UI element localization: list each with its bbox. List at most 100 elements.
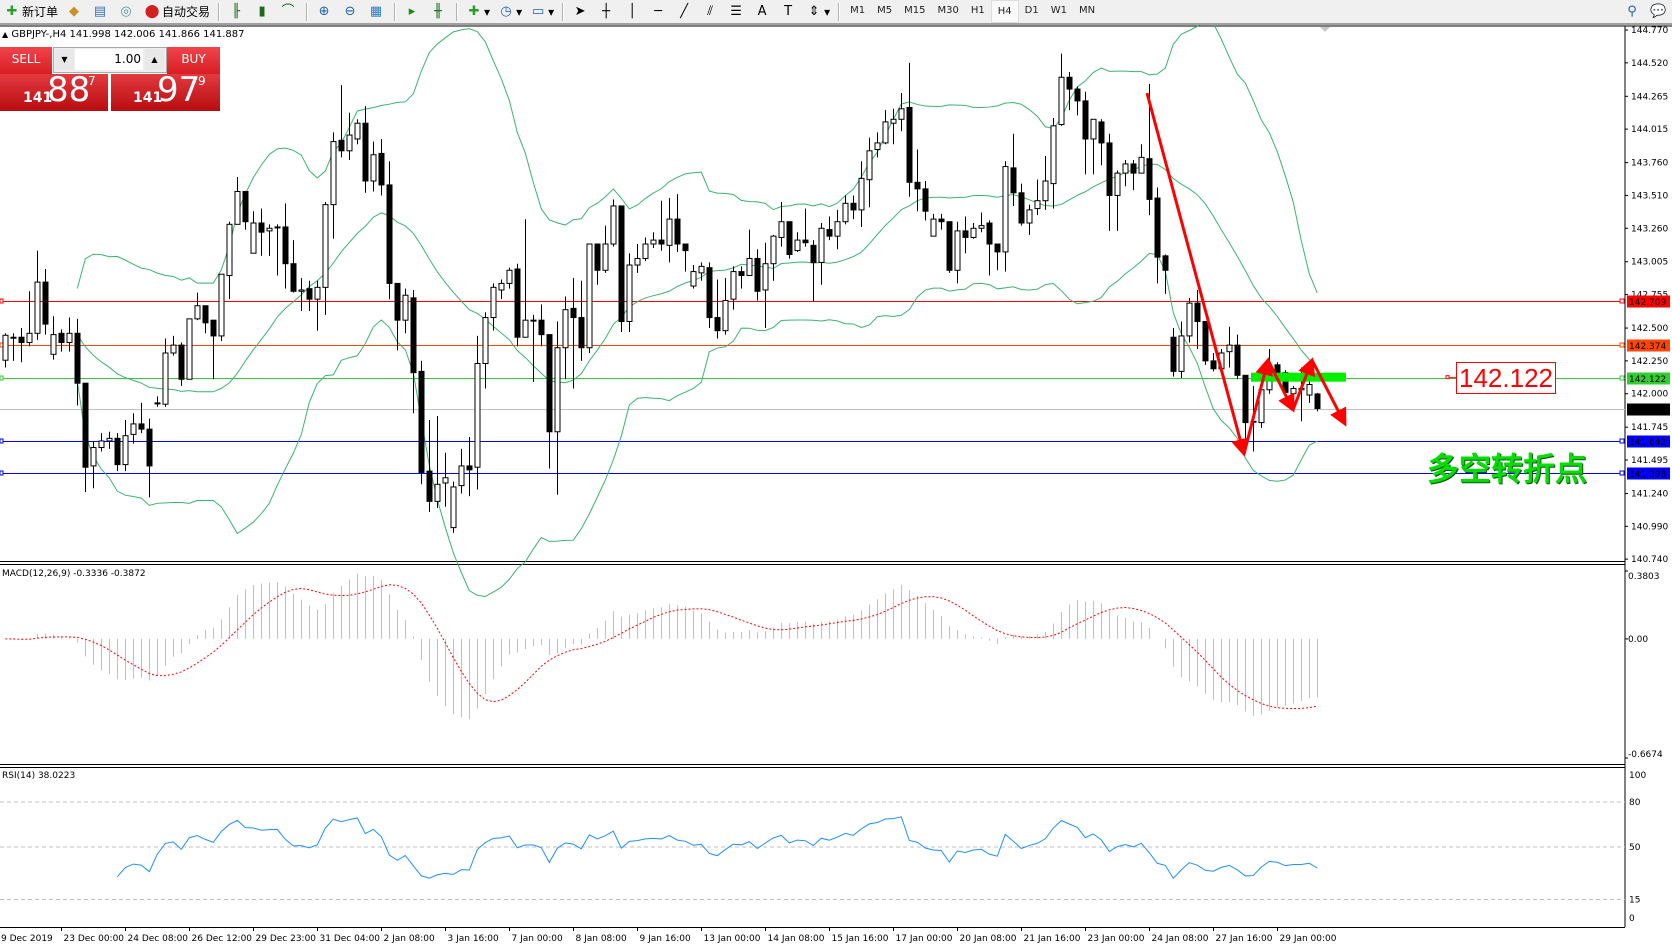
candle[interactable] (690, 265, 697, 289)
candle[interactable] (978, 212, 985, 233)
timeframe-m30[interactable]: M30 (937, 5, 959, 16)
candle[interactable] (194, 292, 201, 321)
buy-price[interactable]: 141 97 9 (111, 70, 220, 111)
candle[interactable] (66, 317, 73, 352)
candle[interactable] (1034, 179, 1041, 216)
candle[interactable] (386, 161, 393, 300)
candle[interactable] (634, 244, 641, 273)
candle[interactable] (1002, 161, 1009, 272)
level-handle[interactable] (1619, 298, 1625, 304)
chart-shift-button[interactable]: ▸ (400, 1, 426, 22)
candle[interactable] (314, 280, 321, 331)
candle[interactable] (74, 318, 81, 406)
candle[interactable] (810, 240, 817, 302)
autoscroll-button[interactable]: ╫ (426, 1, 452, 22)
level-handle[interactable] (1619, 438, 1625, 444)
candle[interactable] (578, 280, 585, 361)
candle[interactable] (1226, 326, 1233, 368)
auto-trading-button[interactable]: ⬤ 自动交易 (140, 1, 214, 22)
candle[interactable] (226, 221, 233, 300)
candle[interactable] (930, 213, 937, 237)
candle[interactable] (378, 138, 385, 196)
candle[interactable] (26, 291, 33, 347)
candle[interactable] (218, 273, 225, 342)
line-chart-button[interactable]: ⌒ (276, 1, 302, 22)
lot-decrease-icon[interactable]: ▼ (55, 49, 74, 70)
candle[interactable] (1194, 289, 1201, 350)
search-button[interactable]: ⚲ (1620, 1, 1646, 22)
candle[interactable] (890, 108, 897, 145)
candlestick-button[interactable]: ▮ (250, 1, 276, 22)
candle[interactable] (442, 452, 449, 507)
price-annotation-box[interactable]: 142.122 (1456, 362, 1556, 394)
candle[interactable] (954, 221, 961, 284)
candle[interactable] (1138, 144, 1145, 174)
candle[interactable] (826, 216, 833, 241)
chat-button[interactable]: 💬 (1646, 1, 1672, 22)
candle[interactable] (586, 243, 593, 353)
candle[interactable] (1098, 119, 1105, 166)
candle[interactable] (410, 289, 417, 414)
candle[interactable] (514, 263, 521, 347)
crosshair-button[interactable]: ┼ (594, 1, 620, 22)
sell-price[interactable]: 141 88 7 (0, 70, 108, 111)
candle[interactable] (746, 229, 753, 277)
tile-windows-button[interactable]: ▦ (364, 1, 390, 22)
candle[interactable] (210, 319, 217, 380)
candle[interactable] (850, 195, 857, 220)
level-handle[interactable] (0, 298, 4, 304)
arrows-button[interactable]: ⇕ ▾ (802, 1, 834, 22)
candle[interactable] (594, 243, 601, 285)
candle[interactable] (58, 329, 65, 352)
candle[interactable] (90, 440, 97, 489)
candle[interactable] (986, 220, 993, 276)
candle[interactable] (42, 268, 49, 335)
candle[interactable] (34, 250, 41, 340)
candle[interactable] (1314, 392, 1321, 412)
zoom-out-button[interactable]: ⊖ (338, 1, 364, 22)
candle[interactable] (738, 266, 745, 289)
timeframe-mn[interactable]: MN (1078, 5, 1096, 16)
candle[interactable] (186, 318, 193, 380)
candle[interactable] (714, 279, 721, 339)
candle[interactable] (754, 249, 761, 301)
candle[interactable] (18, 328, 25, 363)
candle[interactable] (234, 177, 241, 225)
candle[interactable] (274, 224, 281, 276)
candle[interactable] (466, 437, 473, 497)
candle[interactable] (914, 149, 921, 212)
candle[interactable] (474, 335, 481, 490)
candle[interactable] (1122, 159, 1129, 187)
candle[interactable] (1170, 328, 1177, 377)
price-label-anchor[interactable] (1445, 375, 1450, 380)
candle[interactable] (1234, 334, 1241, 380)
text-button[interactable]: A (750, 1, 776, 22)
candle[interactable] (490, 283, 497, 331)
horizontal-line-button[interactable]: ─ (646, 1, 672, 22)
candle[interactable] (762, 242, 769, 329)
trend-arrow[interactable] (1266, 359, 1295, 413)
market-watch-button[interactable]: ▤ (88, 1, 114, 22)
candle[interactable] (866, 137, 873, 208)
candle[interactable] (138, 402, 145, 434)
history-button[interactable]: ◆ (62, 1, 88, 22)
candle[interactable] (698, 262, 705, 281)
new-order-button[interactable]: ✚ 新订单 (0, 1, 62, 22)
candle[interactable] (730, 266, 737, 310)
candle[interactable] (330, 132, 337, 239)
candle[interactable] (10, 333, 17, 361)
candle[interactable] (346, 112, 353, 160)
candle[interactable] (178, 342, 185, 386)
candle[interactable] (642, 237, 649, 262)
level-handle[interactable] (0, 438, 4, 444)
signals-button[interactable]: ◎ (114, 1, 140, 22)
candle[interactable] (570, 278, 577, 389)
timeframe-m1[interactable]: M1 (850, 5, 866, 16)
trendline-button[interactable]: ╱ (672, 1, 698, 22)
candle[interactable] (458, 448, 465, 494)
timeframe-h1[interactable]: H1 (970, 5, 985, 16)
candle[interactable] (506, 267, 513, 289)
candle[interactable] (794, 232, 801, 252)
candle[interactable] (922, 180, 929, 221)
candle[interactable] (834, 209, 841, 250)
